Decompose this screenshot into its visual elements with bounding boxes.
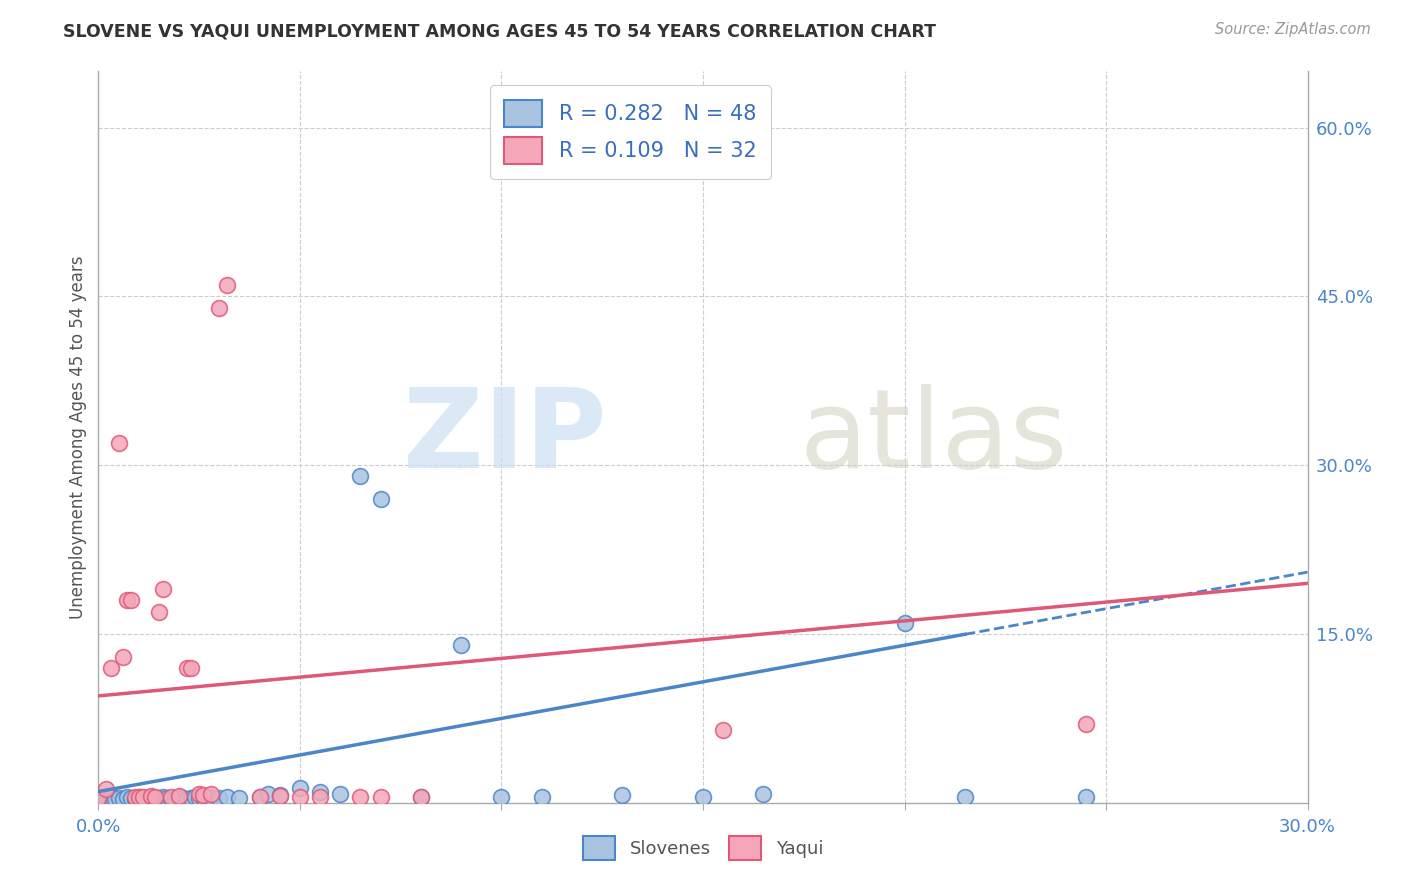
Point [288, 790, 311, 805]
Point [180, 791, 202, 805]
Point [87, 791, 110, 805]
Point [96, 791, 118, 805]
Point [87, 791, 110, 805]
Point [200, 787, 222, 801]
Point [450, 638, 472, 652]
Point [288, 781, 311, 796]
Point [124, 790, 146, 805]
Point [249, 790, 271, 805]
Point [160, 792, 183, 806]
Point [953, 790, 976, 805]
Point [100, 661, 122, 675]
Point [143, 792, 166, 806]
Point [711, 723, 734, 737]
Point [692, 790, 714, 805]
Point [156, 791, 179, 805]
Point [370, 491, 392, 506]
Point [269, 788, 291, 802]
Point [107, 791, 129, 805]
Point [349, 790, 371, 805]
Point [309, 790, 332, 805]
Y-axis label: Unemployment Among Ages 45 to 54 years: Unemployment Among Ages 45 to 54 years [69, 255, 87, 619]
Point [188, 791, 211, 805]
Point [115, 593, 138, 607]
Point [193, 788, 215, 802]
Point [107, 435, 129, 450]
Point [167, 789, 190, 803]
Point [160, 790, 183, 805]
Point [115, 790, 138, 805]
Point [309, 784, 332, 798]
Text: SLOVENE VS YAQUI UNEMPLOYMENT AMONG AGES 45 TO 54 YEARS CORRELATION CHART: SLOVENE VS YAQUI UNEMPLOYMENT AMONG AGES… [63, 22, 936, 40]
Point [409, 790, 432, 805]
Point [893, 615, 915, 630]
Point [269, 789, 291, 803]
Point [491, 790, 513, 805]
Text: atlas: atlas [800, 384, 1069, 491]
Point [180, 661, 202, 675]
Point [139, 789, 162, 803]
Point [208, 791, 231, 805]
Point [409, 790, 432, 805]
Point [612, 788, 634, 802]
Text: ZIP: ZIP [404, 384, 606, 491]
Point [96, 782, 118, 797]
Point [111, 649, 134, 664]
Point [249, 790, 271, 805]
Point [132, 791, 155, 805]
Point [139, 790, 162, 805]
Point [103, 792, 125, 806]
Point [167, 790, 190, 805]
Point [152, 790, 174, 805]
Point [752, 787, 775, 801]
Point [200, 791, 222, 805]
Point [152, 582, 174, 596]
Point [124, 792, 146, 806]
Point [193, 791, 215, 805]
Point [370, 790, 392, 805]
Point [208, 301, 231, 315]
Point [135, 791, 157, 805]
Legend: Slovenes, Yaqui: Slovenes, Yaqui [575, 830, 831, 867]
Point [163, 791, 186, 805]
Point [111, 792, 134, 806]
Point [120, 791, 142, 805]
Point [132, 790, 155, 805]
Point [184, 790, 207, 805]
Point [100, 790, 122, 805]
Point [256, 787, 278, 801]
Point [530, 790, 553, 805]
Point [228, 791, 250, 805]
Point [188, 787, 211, 801]
Point [176, 661, 198, 675]
Point [176, 792, 198, 806]
Point [217, 278, 239, 293]
Point [128, 790, 150, 805]
Point [217, 790, 239, 805]
Point [143, 790, 166, 805]
Point [128, 790, 150, 805]
Point [1074, 790, 1097, 805]
Text: Source: ZipAtlas.com: Source: ZipAtlas.com [1215, 22, 1371, 37]
Point [172, 791, 194, 805]
Point [349, 469, 371, 483]
Point [329, 787, 352, 801]
Point [148, 605, 170, 619]
Point [1074, 717, 1097, 731]
Point [120, 593, 142, 607]
Point [148, 791, 170, 805]
